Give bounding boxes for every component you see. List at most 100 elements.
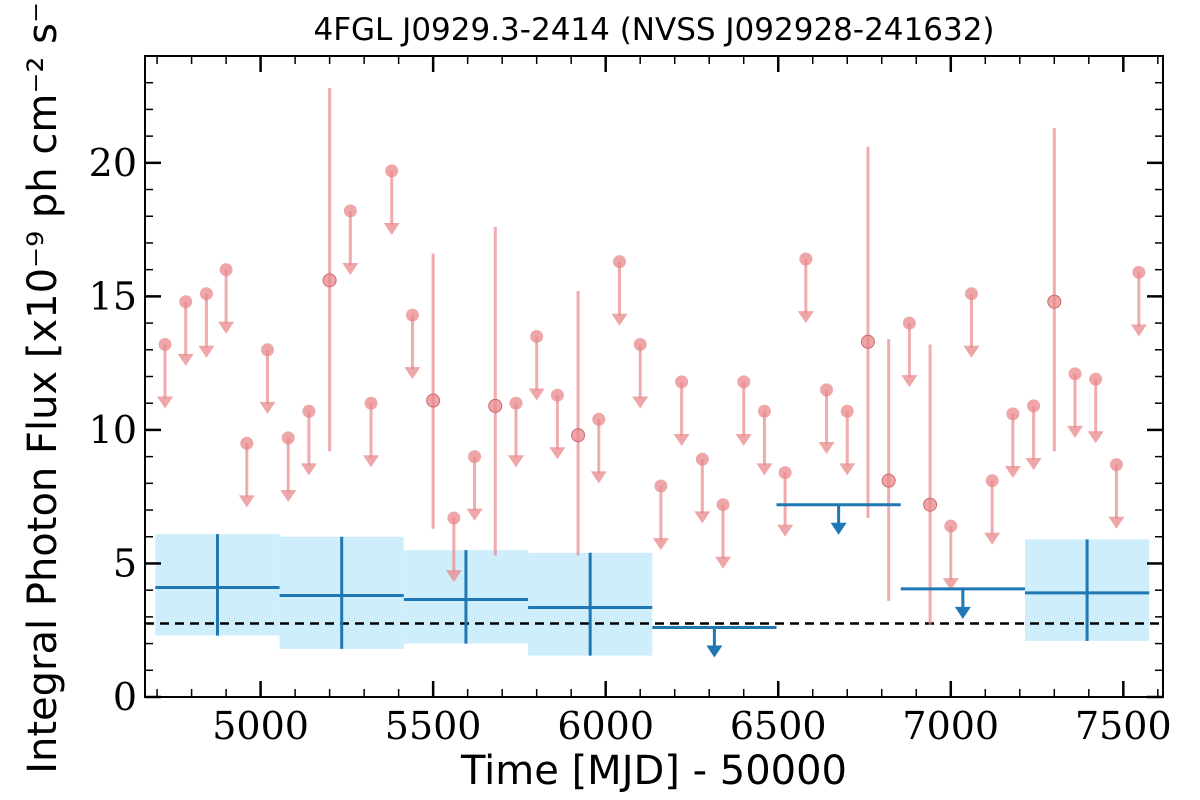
data-point xyxy=(426,393,441,408)
data-point xyxy=(385,164,399,178)
data-point xyxy=(509,396,523,410)
data-point xyxy=(261,343,275,357)
data-point xyxy=(530,329,544,343)
upper-limit-arrow xyxy=(632,396,649,409)
x-tick-label: 5500 xyxy=(385,704,482,748)
data-point xyxy=(281,431,295,445)
upper-limit-arrow xyxy=(157,396,174,409)
data-point xyxy=(633,337,647,351)
upper-limit-arrow xyxy=(507,455,524,468)
upper-limit-arrow xyxy=(1130,324,1147,337)
upper-limit-arrow xyxy=(611,313,628,326)
data-point xyxy=(179,295,193,309)
upper-limit-arrow xyxy=(466,508,483,521)
long-bin-series xyxy=(155,503,1150,658)
upper-limit-arrow xyxy=(528,388,545,401)
upper-limit-arrow xyxy=(652,538,669,551)
chart-title: 4FGL J0929.3-2414 (NVSS J092928-241632) xyxy=(313,12,994,48)
x-tick-label: 6000 xyxy=(557,704,654,748)
upper-limit-arrow xyxy=(963,345,980,358)
y-tick-label: 20 xyxy=(89,141,137,185)
data-point xyxy=(923,497,938,512)
upper-limit-arrow xyxy=(673,433,690,446)
data-point xyxy=(240,436,254,450)
upper-limit-arrow xyxy=(756,463,773,476)
upper-limit-arrow xyxy=(839,463,856,476)
y-axis-label: Integral Photon Flux [x10⁻⁹ ph cm⁻² s⁻¹] xyxy=(20,0,66,774)
upper-limit-arrow xyxy=(694,511,711,524)
data-point xyxy=(343,204,357,218)
upper-limit-arrow xyxy=(1108,516,1125,529)
upper-limit-arrow xyxy=(363,455,380,468)
upper-limit-arrow xyxy=(300,463,317,476)
upper-limit-arrow xyxy=(942,578,959,591)
data-point xyxy=(405,308,419,322)
data-point xyxy=(571,428,586,443)
upper-limit-arrow xyxy=(383,222,400,235)
data-point xyxy=(860,334,875,349)
short-bin-series xyxy=(157,88,1147,625)
upper-limit-arrow xyxy=(777,524,794,537)
data-point xyxy=(1109,458,1123,472)
data-point xyxy=(654,479,668,493)
x-tick-label: 7500 xyxy=(1075,704,1172,748)
upper-limit-arrow xyxy=(797,311,814,324)
upper-limit-arrow xyxy=(830,522,847,535)
upper-limit-arrow xyxy=(445,570,462,583)
data-point xyxy=(695,452,709,466)
data-point xyxy=(592,412,606,426)
data-point xyxy=(302,404,316,418)
data-point xyxy=(158,337,172,351)
data-point xyxy=(757,404,771,418)
upper-limit-arrow xyxy=(735,433,752,446)
data-point xyxy=(488,398,503,413)
x-tick-label: 5000 xyxy=(212,704,309,748)
upper-limit-arrow xyxy=(590,471,607,484)
axes: 5000 5500 6000 6500 7000 7500 0 5 10 15 20 xyxy=(89,55,1172,748)
x-axis-label: Time [MJD] - 50000 xyxy=(460,748,847,794)
data-point xyxy=(944,519,958,533)
data-point xyxy=(1089,372,1103,386)
data-point xyxy=(612,255,626,269)
upper-limit-arrow xyxy=(715,556,732,569)
data-point xyxy=(799,252,813,266)
data-point xyxy=(716,498,730,512)
data-point xyxy=(840,404,854,418)
upper-limit-arrow xyxy=(1087,431,1104,444)
data-point xyxy=(1027,399,1041,413)
data-point xyxy=(1132,265,1146,279)
data-point xyxy=(881,473,896,488)
data-point xyxy=(219,263,233,277)
upper-limit-arrow xyxy=(198,345,215,358)
upper-limit-arrow xyxy=(238,495,255,508)
data-point xyxy=(364,396,378,410)
upper-limit-arrow xyxy=(280,490,297,503)
x-tick-label: 6500 xyxy=(730,704,827,748)
upper-limit-arrow xyxy=(1025,457,1042,470)
data-point xyxy=(447,511,461,525)
y-tick-label: 15 xyxy=(89,274,137,318)
data-point xyxy=(322,273,337,288)
upper-limit-arrow xyxy=(1004,465,1021,478)
upper-limit-arrow xyxy=(706,645,723,658)
data-point xyxy=(902,316,916,330)
upper-limit-arrow xyxy=(984,532,1001,545)
upper-limit-arrow xyxy=(818,441,835,454)
data-point xyxy=(964,287,978,301)
y-tick-label: 0 xyxy=(113,675,137,719)
data-point xyxy=(985,474,999,488)
upper-limit-arrow xyxy=(259,401,276,414)
y-tick-label: 10 xyxy=(89,408,137,452)
upper-limit-arrow xyxy=(218,321,235,334)
data-point xyxy=(468,450,482,464)
data-point xyxy=(778,466,792,480)
data-point xyxy=(1068,367,1082,381)
data-point xyxy=(820,383,834,397)
data-point xyxy=(199,287,213,301)
y-tick-label: 5 xyxy=(113,541,137,585)
upper-limit-arrow xyxy=(901,375,918,388)
upper-limit-arrow xyxy=(1067,425,1084,438)
data-point xyxy=(1006,407,1020,421)
upper-limit-arrow xyxy=(404,367,421,380)
